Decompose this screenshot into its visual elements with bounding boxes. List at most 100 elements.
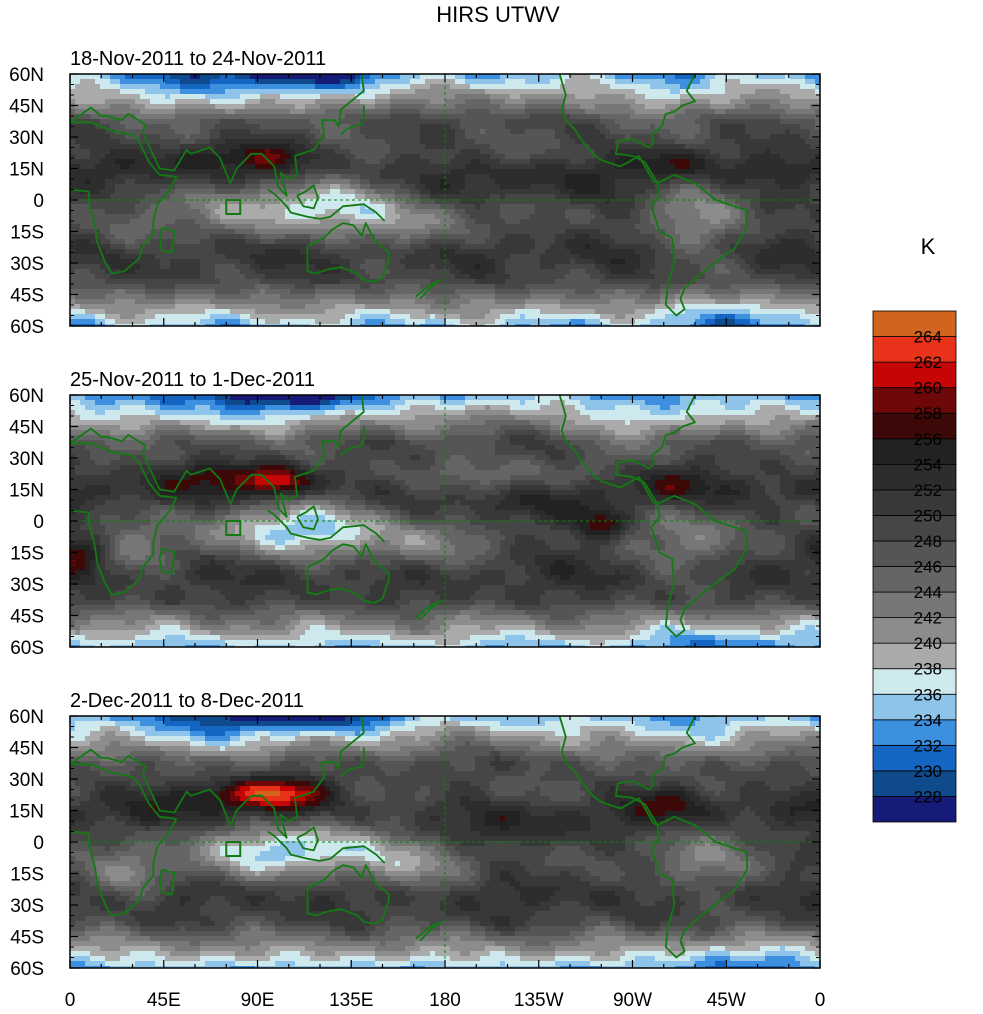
- y-tick-label: 60S: [10, 317, 44, 338]
- y-tick-label: 45N: [9, 418, 44, 439]
- colorbar-swatch: [872, 387, 957, 414]
- borneo-coastline: [296, 826, 319, 852]
- x-tick-label: 45W: [707, 990, 746, 1011]
- y-tick-label: 45N: [9, 97, 44, 118]
- colorbar-swatch: [872, 489, 957, 516]
- colorbar-level-label: 234: [914, 711, 942, 730]
- y-tick-label: 60N: [9, 65, 44, 86]
- colorbar-level-label: 254: [914, 455, 942, 474]
- colorbar-swatch: [872, 744, 957, 772]
- y-tick-label: 30S: [10, 254, 44, 275]
- colorbar-level-label: 230: [914, 762, 942, 781]
- colorbar-swatch: [872, 463, 957, 491]
- colorbar-level-label: 260: [914, 379, 942, 398]
- colorbar-swatch: [872, 796, 957, 823]
- y-tick-label: 30S: [10, 575, 44, 596]
- map-panel-3: 2-Dec-2011 to 8-Dec-2011 60N 45N 30N 15N 0 15S…: [9, 690, 825, 1011]
- x-tick-label: 135W: [514, 990, 564, 1011]
- y-tick-label: 15N: [9, 481, 44, 502]
- y-tick-label: 0: [33, 833, 44, 854]
- newzealand-coastline: [415, 920, 442, 942]
- south-america-coastline: [650, 494, 748, 638]
- colorbar-level-label: 256: [914, 430, 942, 449]
- borneo-coastline: [296, 505, 319, 531]
- japan-coastline: [340, 747, 365, 778]
- borneo-coastline: [296, 184, 319, 210]
- colorbar-level-label: 246: [914, 558, 942, 577]
- panel-subtitle: 2-Dec-2011 to 8-Dec-2011: [70, 690, 304, 712]
- utwv-field: [70, 395, 820, 647]
- y-tick-label: 0: [33, 512, 44, 533]
- panel-subtitle: 25-Nov-2011 to 1-Dec-2011: [70, 369, 315, 391]
- colorbar-level-label: 262: [914, 353, 942, 372]
- y-tick-label: 30N: [9, 128, 44, 149]
- coastlines: [70, 74, 748, 317]
- australia-coastline: [306, 222, 390, 283]
- y-tick-label: 15S: [10, 865, 44, 886]
- north-america-coastline: [558, 716, 696, 827]
- colorbar-level-label: 240: [914, 634, 942, 653]
- colorbar-swatch: [872, 642, 957, 670]
- colorbar-level-label: 238: [914, 660, 942, 679]
- y-tick-label: 45S: [10, 928, 44, 949]
- y-tick-label: 15S: [10, 544, 44, 565]
- x-tick-label: 135E: [329, 990, 373, 1011]
- colorbar-level-label: 244: [914, 583, 942, 602]
- colorbar-swatch: [872, 566, 957, 593]
- colorbar-level-label: 248: [914, 532, 942, 551]
- chart-title: HIRS UTWV: [436, 2, 560, 27]
- colorbar-level-label: 252: [914, 481, 942, 500]
- colorbar-swatch: [872, 361, 957, 389]
- madagascar-coastline: [158, 868, 176, 896]
- colorbar-level-label: 250: [914, 506, 942, 525]
- europe-asia-coastline: [70, 395, 365, 518]
- y-tick-label: 60N: [9, 386, 44, 407]
- africa-coastline: [70, 121, 178, 275]
- y-tick-label: 60S: [10, 959, 44, 980]
- coastlines: [70, 716, 748, 959]
- utwv-field: [70, 716, 820, 968]
- europe-asia-coastline: [70, 74, 365, 197]
- japan-coastline: [340, 426, 365, 457]
- japan-coastline: [340, 105, 365, 136]
- north-america-coastline: [558, 395, 696, 506]
- newzealand-coastline: [415, 599, 442, 621]
- colorbar-units-label: K: [921, 234, 936, 259]
- colorbar-swatch: [872, 310, 957, 337]
- y-tick-label: 30N: [9, 449, 44, 470]
- europe-asia-coastline: [70, 716, 365, 839]
- x-tick-label: 180: [429, 990, 461, 1011]
- map-panels: 18-Nov-2011 to 24-Nov-2011 60N 45N 30N 15N 0 1…: [9, 48, 825, 1011]
- colorbar-swatch: [872, 438, 957, 465]
- x-tick-label: 45E: [147, 990, 181, 1011]
- south-america-coastline: [650, 815, 748, 959]
- colorbar-swatch: [872, 591, 957, 618]
- madagascar-coastline: [158, 226, 176, 254]
- y-tick-label: 45N: [9, 739, 44, 760]
- madagascar-coastline: [158, 547, 176, 575]
- colorbar-swatch: [872, 515, 957, 542]
- north-america-coastline: [558, 74, 696, 185]
- colorbar-level-label: 232: [914, 736, 942, 755]
- y-tick-label: 30N: [9, 770, 44, 791]
- colorbar: 228 230 232 234 236 238 240 242 244 246 248 250 252 2…: [872, 310, 957, 823]
- y-tick-label: 60S: [10, 638, 44, 659]
- utwv-field: [70, 74, 820, 326]
- indonesia-coastline: [267, 188, 386, 222]
- y-tick-label: 30S: [10, 896, 44, 917]
- indonesia-coastline: [267, 509, 386, 543]
- y-tick-label: 45S: [10, 607, 44, 628]
- africa-coastline: [70, 763, 178, 917]
- y-tick-label: 15S: [10, 223, 44, 244]
- colorbar-level-label: 228: [914, 787, 942, 806]
- map-panel-1: 18-Nov-2011 to 24-Nov-2011 60N 45N 30N 15N 0 1…: [9, 48, 821, 338]
- africa-coastline: [70, 442, 178, 596]
- south-america-coastline: [650, 173, 748, 317]
- y-tick-label: 0: [33, 191, 44, 212]
- y-tick-label: 60N: [9, 707, 44, 728]
- x-tick-label: 90E: [241, 990, 275, 1011]
- australia-coastline: [306, 543, 390, 604]
- x-tick-label: 0: [65, 990, 76, 1011]
- newzealand-coastline: [415, 278, 442, 300]
